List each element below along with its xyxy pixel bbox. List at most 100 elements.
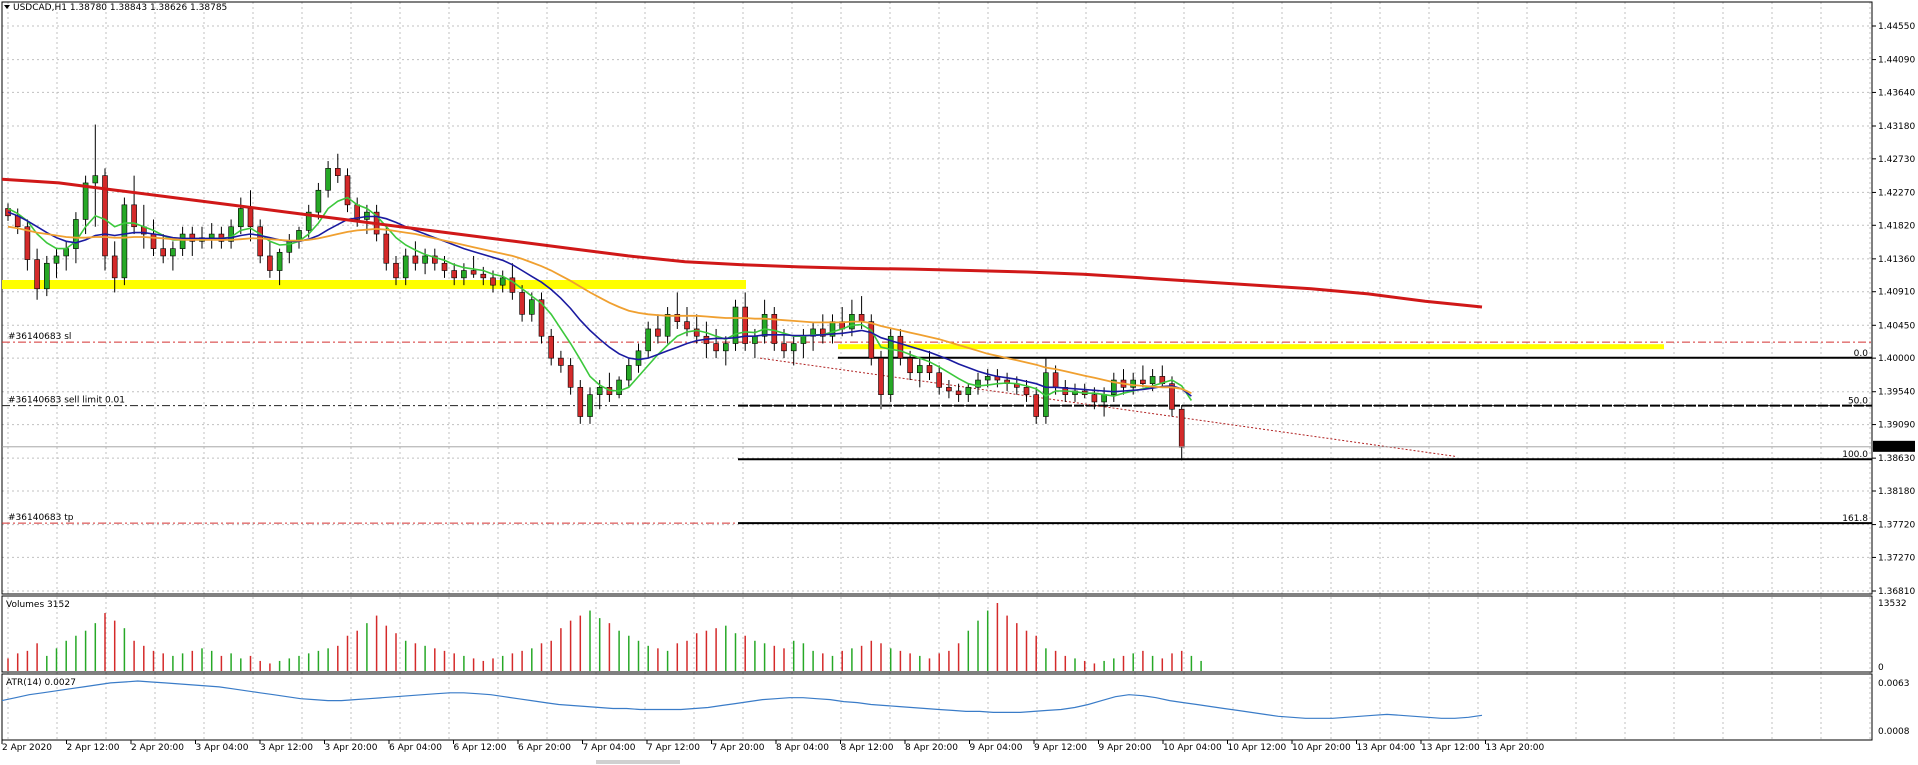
- candle: [422, 248, 428, 275]
- bull-candle-body: [208, 233, 215, 238]
- price-tick-label: 1.44550: [1878, 22, 1915, 32]
- candle: [606, 372, 613, 402]
- panel-frame: [1, 595, 1873, 673]
- candle: [946, 380, 952, 399]
- time-tick-label: 13 Apr 04:00: [1357, 743, 1416, 753]
- bull-candle-body: [528, 299, 535, 315]
- candle: [1081, 383, 1088, 399]
- bull-candle-body: [1101, 394, 1107, 403]
- candle: [635, 343, 642, 373]
- time-tick-label: 2 Apr 20:00: [131, 743, 184, 753]
- candle: [208, 223, 215, 249]
- order-sl-line-label: #36140683 sl: [8, 332, 71, 342]
- candle: [344, 168, 351, 213]
- bear-candle-body: [858, 314, 865, 322]
- candle: [1072, 383, 1078, 402]
- candle: [334, 153, 341, 183]
- price-tick-label: 1.40000: [1878, 354, 1915, 364]
- candle: [975, 372, 981, 395]
- bull-candle-body: [761, 314, 768, 337]
- bull-candle-body: [305, 211, 312, 231]
- bull-candle-body: [1149, 376, 1156, 384]
- price-tick-label: 1.38180: [1878, 487, 1915, 497]
- time-tick-label: 10 Apr 04:00: [1163, 743, 1222, 753]
- candle: [771, 307, 778, 351]
- time-tick-label: 6 Apr 12:00: [454, 743, 507, 753]
- candle: [1140, 365, 1146, 388]
- bull-candle-body: [965, 387, 972, 395]
- bear-candle-body: [936, 372, 943, 388]
- price-tick-label: 1.38630: [1878, 454, 1915, 464]
- candle: [121, 197, 128, 286]
- bull-candle-body: [53, 255, 60, 264]
- bear-candle-body: [131, 204, 137, 228]
- candle: [878, 350, 884, 410]
- bull-candle-body: [276, 251, 283, 271]
- support-zone: [2, 280, 746, 289]
- candle: [693, 314, 700, 344]
- ma-slow-line: [7, 225, 1192, 395]
- candle: [393, 255, 399, 286]
- fibonacci: 0.0 50.0 100.0 161.8: [738, 349, 1872, 525]
- candle: [819, 314, 826, 344]
- bull-candle-body: [92, 175, 99, 184]
- candle: [713, 328, 719, 359]
- candle: [305, 204, 312, 238]
- candle: [179, 226, 186, 256]
- bull-candle-body: [664, 314, 671, 337]
- candle: [577, 380, 584, 424]
- price-tick-label: 1.43180: [1878, 122, 1915, 132]
- bull-candle-body: [752, 335, 758, 344]
- bear-candle-body: [247, 208, 254, 228]
- bear-candle-body: [160, 248, 166, 257]
- bear-candle-body: [102, 175, 108, 257]
- bear-candle-body: [538, 299, 545, 337]
- time-tick-label: 7 Apr 20:00: [712, 743, 765, 753]
- bear-candle-body: [558, 357, 564, 366]
- candle: [916, 358, 923, 388]
- bull-candle-body: [916, 365, 923, 374]
- volume-label: Volumes 3152: [6, 600, 70, 610]
- candle: [1111, 372, 1117, 402]
- bull-candle-body: [422, 255, 428, 264]
- candle: [722, 336, 729, 366]
- ma-fast-line: [7, 196, 1193, 401]
- order-lines: #36140683 sl #36140683 sell limit 0.01 #36…: [2, 332, 1872, 524]
- moving-averages: [1, 177, 1483, 401]
- candle: [849, 299, 855, 337]
- candle: [431, 248, 438, 271]
- time-tick-label: 10 Apr 20:00: [1292, 743, 1351, 753]
- bear-candle-body: [150, 233, 157, 249]
- fib-level-label: 50.0: [1848, 397, 1868, 407]
- candle: [1004, 372, 1010, 391]
- bull-candle-body: [722, 343, 729, 352]
- fib-level-label: 100.0: [1842, 450, 1868, 460]
- bull-candle-body: [635, 350, 642, 366]
- candle: [1178, 405, 1185, 461]
- dropdown-triangle-icon: [4, 5, 10, 9]
- bear-candle-body: [267, 255, 273, 271]
- bear-candle-body: [1178, 408, 1185, 448]
- time-tick-label: 3 Apr 12:00: [260, 743, 313, 753]
- bull-candle-body: [499, 277, 506, 286]
- candle: [383, 226, 390, 271]
- bear-candle-body: [567, 365, 574, 388]
- bull-candle-body: [984, 376, 991, 381]
- time-tick-label: 13 Apr 12:00: [1421, 743, 1480, 753]
- candle: [315, 182, 322, 220]
- time-tick-label: 10 Apr 12:00: [1228, 743, 1287, 753]
- candle: [567, 358, 574, 395]
- time-tick-label: 6 Apr 20:00: [518, 743, 571, 753]
- price-axis: 1.44550 1.44090 1.43640 1.43180 1.42730 1.422…: [1872, 22, 1915, 597]
- candle: [63, 241, 70, 271]
- bull-candle-body: [975, 379, 981, 388]
- candle: [43, 255, 50, 297]
- time-tick-label: 7 Apr 04:00: [583, 743, 636, 753]
- candle: [538, 292, 545, 344]
- bear-candle-body: [868, 321, 875, 359]
- candle: [645, 321, 652, 359]
- price-tick-label: 1.41820: [1878, 221, 1915, 231]
- bull-candle-body: [732, 306, 739, 344]
- candle: [470, 255, 477, 278]
